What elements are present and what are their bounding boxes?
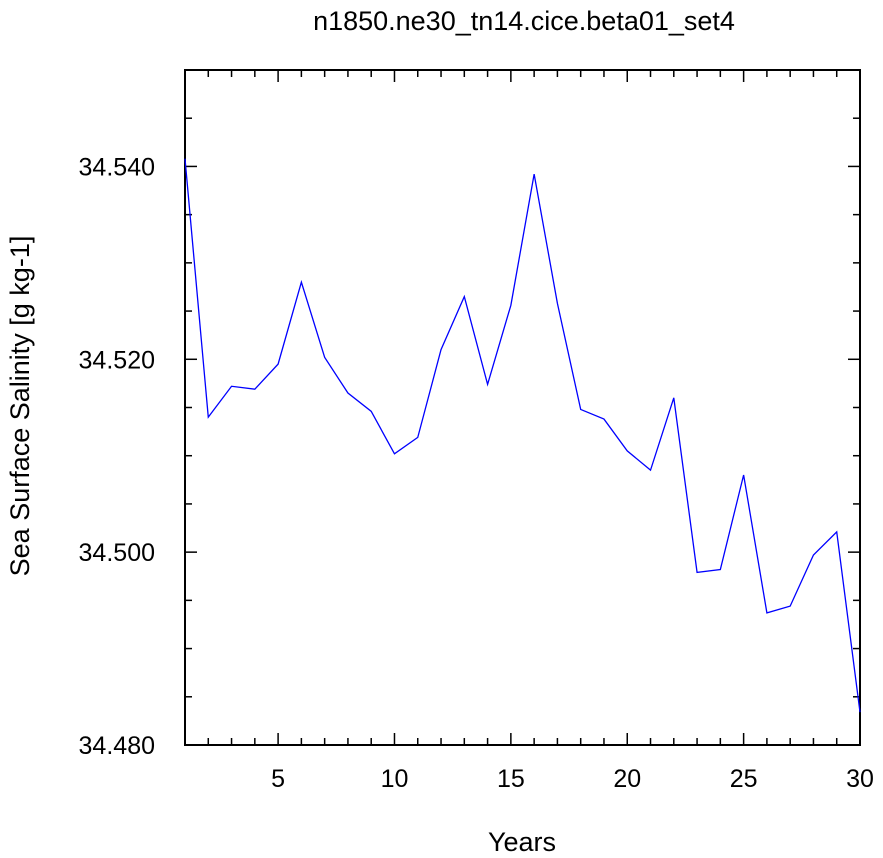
plot-frame xyxy=(184,69,861,746)
x-tick-label: 30 xyxy=(846,765,874,793)
x-tick-label: 5 xyxy=(271,765,285,793)
x-axis-label: Years xyxy=(488,827,556,857)
series-group xyxy=(184,158,861,713)
x-tick-label: 20 xyxy=(613,765,641,793)
y-tick-labels: 34.480 34.500 34.520 34.540 xyxy=(79,153,155,760)
y-tick-label: 34.480 xyxy=(79,732,155,760)
axis-ticks xyxy=(184,69,861,746)
chart-title: n1850.ne30_tn14.cice.beta01_set4 xyxy=(313,6,735,36)
y-tick-label: 34.500 xyxy=(79,539,155,567)
x-tick-label: 25 xyxy=(730,765,758,793)
y-axis-label: Sea Surface Salinity [g kg-1] xyxy=(5,236,35,577)
series-line xyxy=(184,158,861,713)
x-tick-label: 15 xyxy=(497,765,525,793)
y-tick-label: 34.520 xyxy=(79,346,155,374)
plot-border xyxy=(184,69,861,746)
x-tick-label: 10 xyxy=(381,765,409,793)
x-tick-labels: 5 10 15 20 25 30 xyxy=(271,765,874,793)
y-tick-label: 34.540 xyxy=(79,153,155,181)
